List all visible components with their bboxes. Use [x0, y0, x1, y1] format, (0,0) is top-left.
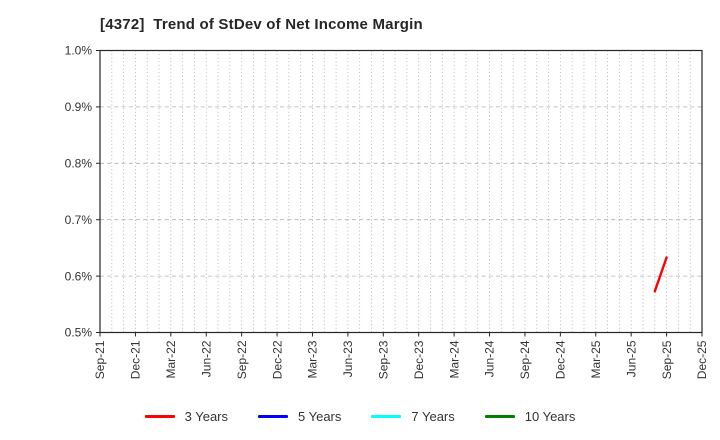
- legend-line-10-years-icon: [484, 414, 515, 418]
- legend-label-7-years: 7 Years: [411, 408, 455, 424]
- legend-label-5-years: 5 Years: [298, 408, 342, 424]
- legend-label-10-years: 10 Years: [524, 408, 576, 424]
- y-tick-label: 0.5%: [65, 326, 93, 340]
- x-tick-label: Dec-25: [695, 340, 709, 379]
- x-tick-label: Sep-24: [518, 340, 532, 379]
- y-tick-label: 0.7%: [65, 213, 93, 227]
- x-tick-label: Mar-24: [447, 340, 461, 378]
- series-line-3-years: [653, 256, 668, 293]
- plot-border: [99, 49, 703, 334]
- x-tick-label: Mar-23: [306, 340, 320, 378]
- x-tick-label: Dec-24: [554, 340, 568, 379]
- legend-item-3-years: 3 Years: [144, 408, 228, 424]
- legend-line-5-years-icon: [258, 414, 288, 418]
- x-tick-label: Sep-21: [93, 340, 107, 379]
- x-tick-label: Dec-22: [270, 340, 284, 379]
- x-tick-label: Dec-23: [412, 340, 426, 379]
- legend-line-7-years-icon: [371, 414, 402, 418]
- legend-item-10-years: 10 Years: [484, 408, 576, 424]
- y-tick-label: 0.9%: [65, 100, 93, 114]
- x-tick-label: Sep-22: [235, 340, 249, 379]
- x-tick-label: Sep-25: [660, 340, 674, 379]
- y-tick-label: 0.8%: [65, 157, 93, 171]
- legend-label-3-years: 3 Years: [184, 408, 228, 424]
- x-tick-label: Mar-22: [164, 340, 178, 378]
- x-tick-label: Jun-25: [624, 340, 638, 377]
- x-tick-label: Jun-24: [483, 340, 497, 377]
- y-tick-label: 1.0%: [65, 44, 93, 58]
- legend-line-3-years-icon: [144, 414, 175, 418]
- legend-item-7-years: 7 Years: [371, 408, 455, 424]
- legend-item-5-years: 5 Years: [258, 409, 341, 424]
- x-tick-label: Sep-23: [376, 340, 390, 379]
- x-tick-label: Jun-22: [199, 340, 213, 377]
- x-tick-label: Jun-23: [341, 340, 355, 377]
- legend: 3 Years 5 Years 7 Years 10 Years: [0, 403, 720, 429]
- x-tick-label: Dec-21: [129, 340, 143, 379]
- y-tick-label: 0.6%: [65, 269, 93, 283]
- x-tick-label: Mar-25: [589, 340, 603, 378]
- chart-title: [4372] Trend of StDev of Net Income Marg…: [100, 16, 423, 33]
